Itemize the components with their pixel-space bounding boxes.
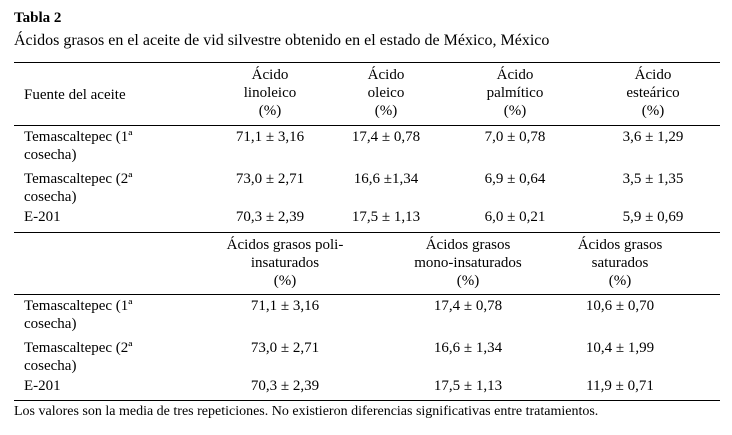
table-row-source: Temascaltepec (2ª cosecha) xyxy=(24,339,132,375)
table-row-source: Temascaltepec (1ª cosecha) xyxy=(24,128,132,164)
header-oleico-line3: (%) xyxy=(374,103,398,119)
table-cell: 7,0 ± 0,78 xyxy=(484,129,546,145)
table-cell: 10,4 ± 1,99 xyxy=(585,340,655,356)
header-oleico-line1: Ácido xyxy=(367,67,405,83)
header-poli-line1: Ácidos grasos poli- xyxy=(226,237,344,253)
header-saturados: Ácidos grasos saturados (%) xyxy=(560,236,680,290)
header-estearico-line1: Ácido xyxy=(634,67,672,83)
header-bottom-rule xyxy=(14,125,720,126)
table-caption: Ácidos grasos en el aceite de vid silves… xyxy=(14,32,550,49)
table-cell: 16,6 ± 1,34 xyxy=(433,340,503,356)
header-oleico: Ácido oleico (%) xyxy=(336,66,436,120)
table-cell: 73,0 ± 2,71 xyxy=(235,171,305,187)
header-sat-line1: Ácidos grasos xyxy=(577,237,663,253)
section-divider-rule xyxy=(14,232,720,233)
header-estearico: Ácido esteárico (%) xyxy=(598,66,708,120)
table-cell: 71,1 ± 3,16 xyxy=(250,298,320,314)
header-poli-line3: (%) xyxy=(273,273,297,289)
header-estearico-line2: esteárico xyxy=(626,85,680,101)
table-cell: 6,9 ± 0,64 xyxy=(484,171,546,187)
header-palmitico-line1: Ácido xyxy=(496,67,534,83)
table-cell: 16,6 ±1,34 xyxy=(353,171,419,187)
row-source-line1: Temascaltepec (1ª xyxy=(24,298,133,314)
section2-header-bottom-rule xyxy=(14,294,720,295)
row-source-line1: Temascaltepec (2ª xyxy=(24,340,133,356)
table-cell: 11,9 ± 0,71 xyxy=(586,378,654,394)
row-source-line2: cosecha) xyxy=(24,316,77,332)
header-palmitico: Ácido palmítico (%) xyxy=(460,66,570,120)
header-mono-line3: (%) xyxy=(456,273,480,289)
table-cell: 3,6 ± 1,29 xyxy=(622,129,684,145)
header-linoleico-line3: (%) xyxy=(258,103,282,119)
table-cell: 71,1 ± 3,16 xyxy=(235,129,305,145)
header-source: Fuente del aceite xyxy=(24,87,126,103)
row-source-line1: E-201 xyxy=(24,378,61,394)
table-row-source: Temascaltepec (2ª cosecha) xyxy=(24,170,132,206)
table-bottom-rule xyxy=(14,400,720,401)
table-top-rule xyxy=(14,62,720,63)
table-row-source: E-201 xyxy=(24,208,61,226)
header-linoleico-line1: Ácido xyxy=(251,67,289,83)
row-source-line2: cosecha) xyxy=(24,189,77,205)
table-cell: 17,5 ± 1,13 xyxy=(433,378,503,394)
table-row-source: Temascaltepec (1ª cosecha) xyxy=(24,297,132,333)
row-source-line2: cosecha) xyxy=(24,147,77,163)
table-cell: 17,4 ± 0,78 xyxy=(351,129,421,145)
table-cell: 70,3 ± 2,39 xyxy=(235,209,305,225)
table-cell: 10,6 ± 0,70 xyxy=(585,298,655,314)
header-mono-line1: Ácidos grasos xyxy=(425,237,511,253)
table-row-source: E-201 xyxy=(24,377,61,395)
header-oleico-line2: oleico xyxy=(367,85,405,101)
header-sat-line3: (%) xyxy=(608,273,632,289)
header-sat-line2: saturados xyxy=(591,255,649,271)
header-linoleico: Ácido linoleico (%) xyxy=(220,66,320,120)
header-estearico-line3: (%) xyxy=(641,103,665,119)
header-poli-line2: insaturados xyxy=(250,255,320,271)
header-linoleico-line2: linoleico xyxy=(243,85,297,101)
row-source-line1: Temascaltepec (2ª xyxy=(24,171,133,187)
header-monoinsaturados: Ácidos grasos mono-insaturados (%) xyxy=(393,236,543,290)
table-cell: 17,4 ± 0,78 xyxy=(433,298,503,314)
table-footnote: Los valores son la media de tres repetic… xyxy=(14,404,599,419)
table-cell: 17,5 ± 1,13 xyxy=(351,209,421,225)
table-cell: 70,3 ± 2,39 xyxy=(250,378,320,394)
header-palmitico-line2: palmítico xyxy=(486,85,544,101)
header-mono-line2: mono-insaturados xyxy=(414,255,522,271)
table-label: Tabla 2 xyxy=(14,10,62,26)
header-poliinsaturados: Ácidos grasos poli- insaturados (%) xyxy=(210,236,360,290)
table-cell: 5,9 ± 0,69 xyxy=(622,209,684,225)
row-source-line1: Temascaltepec (1ª xyxy=(24,129,133,145)
header-palmitico-line3: (%) xyxy=(503,103,527,119)
table-cell: 73,0 ± 2,71 xyxy=(250,340,320,356)
row-source-line2: cosecha) xyxy=(24,358,77,374)
row-source-line1: E-201 xyxy=(24,209,61,225)
table-cell: 3,5 ± 1,35 xyxy=(622,171,684,187)
table-cell: 6,0 ± 0,21 xyxy=(484,209,546,225)
